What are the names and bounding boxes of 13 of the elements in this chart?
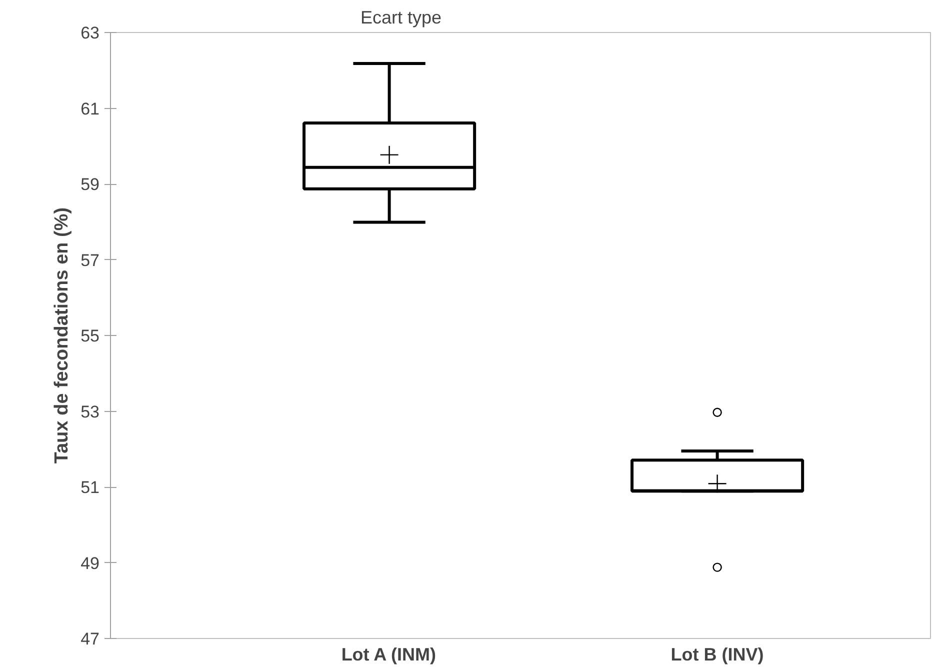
x-tick-label: Lot B (INV) — [670, 644, 764, 664]
y-tick-label: 61 — [80, 99, 100, 118]
y-axis-title: Taux de fecondations en (%) — [52, 207, 73, 464]
y-tick-label: 51 — [80, 478, 100, 497]
y-tick-label: 53 — [80, 402, 100, 422]
x-tick-label: Lot A (INM) — [341, 644, 436, 664]
y-tick-label: 57 — [80, 250, 100, 270]
text: Ecart type — [360, 8, 442, 28]
y-tick-label: 49 — [80, 554, 100, 573]
y-tick-label: 55 — [80, 326, 100, 346]
y-tick-label: 47 — [80, 630, 100, 648]
y-tick-label: 63 — [80, 24, 100, 42]
y-tick-label: 59 — [80, 175, 100, 194]
